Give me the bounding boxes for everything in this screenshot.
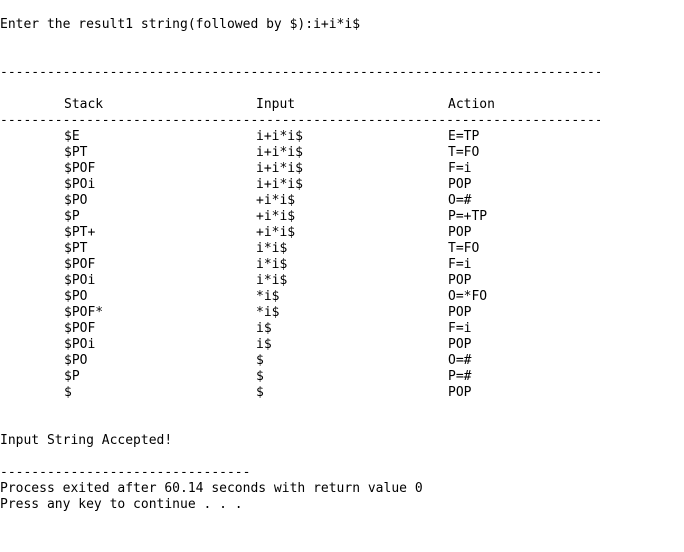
row-action: POP <box>448 273 472 288</box>
table-row: $POi i*i$ POP <box>0 273 684 289</box>
row-action: T=FO <box>448 145 480 160</box>
row-action: O=*FO <box>448 289 488 304</box>
row-input: *i$ <box>256 289 280 304</box>
table-row: $POF i+i*i$ F=i <box>0 161 684 177</box>
row-input: +i*i$ <box>256 193 296 208</box>
row-stack: $P <box>64 369 80 384</box>
row-action: F=i <box>448 161 472 176</box>
header-action: Action <box>448 97 495 112</box>
row-stack: $POF <box>64 321 96 336</box>
row-input: +i*i$ <box>256 225 296 240</box>
row-stack: $POi <box>64 273 96 288</box>
row-input: i+i*i$ <box>256 145 303 160</box>
row-input: +i*i$ <box>256 209 296 224</box>
table-row: $POi i$ POP <box>0 337 684 353</box>
row-stack: $P <box>64 209 80 224</box>
row-action: O=# <box>448 353 472 368</box>
row-stack: $POF <box>64 161 96 176</box>
row-stack: $ <box>64 385 72 400</box>
row-stack: $PO <box>64 289 88 304</box>
row-input: i*i$ <box>256 257 288 272</box>
row-action: P=# <box>448 369 472 384</box>
table-row: $P $ P=# <box>0 369 684 385</box>
row-input: i$ <box>256 337 272 352</box>
row-stack: $PO <box>64 193 88 208</box>
row-input: i+i*i$ <box>256 177 303 192</box>
table-row: $P +i*i$ P=+TP <box>0 209 684 225</box>
separator-top: ----------------------------------------… <box>0 65 600 80</box>
row-stack: $E <box>64 129 80 144</box>
row-stack: $POi <box>64 337 96 352</box>
row-input: $ <box>256 385 264 400</box>
row-stack: $POF <box>64 257 96 272</box>
row-stack: $PO <box>64 353 88 368</box>
row-input: i$ <box>256 321 272 336</box>
table-row: $PT i*i$ T=FO <box>0 241 684 257</box>
row-input: i+i*i$ <box>256 129 303 144</box>
row-action: F=i <box>448 321 472 336</box>
row-input: i*i$ <box>256 241 288 256</box>
row-stack: $POF* <box>64 305 104 320</box>
separator-header: ----------------------------------------… <box>0 113 600 128</box>
table-row: $PT+ +i*i$ POP <box>0 225 684 241</box>
table-row: $PT i+i*i$ T=FO <box>0 145 684 161</box>
table-row: $PO *i$ O=*FO <box>0 289 684 305</box>
row-action: O=# <box>448 193 472 208</box>
table-row: $POF i*i$ F=i <box>0 257 684 273</box>
row-action: F=i <box>448 257 472 272</box>
prompt-line: Enter the result1 string(followed by $):… <box>0 17 361 32</box>
row-action: POP <box>448 305 472 320</box>
row-input: $ <box>256 353 264 368</box>
row-action: POP <box>448 177 472 192</box>
row-action: POP <box>448 337 472 352</box>
header-input: Input <box>256 97 296 112</box>
separator-bottom: -------------------------------- <box>0 465 251 480</box>
row-action: P=+TP <box>448 209 488 224</box>
table-row: $POi i+i*i$ POP <box>0 177 684 193</box>
row-action: POP <box>448 225 472 240</box>
table-row: $PO $ O=# <box>0 353 684 369</box>
row-input: $ <box>256 369 264 384</box>
row-action: E=TP <box>448 129 480 144</box>
table-row: $PO +i*i$ O=# <box>0 193 684 209</box>
continue-prompt-line: Press any key to continue . . . <box>0 497 243 512</box>
row-action: T=FO <box>448 241 480 256</box>
row-stack: $POi <box>64 177 96 192</box>
table-header: Stack Input Action <box>0 97 684 113</box>
header-stack: Stack <box>64 97 104 112</box>
process-exit-line: Process exited after 60.14 seconds with … <box>0 481 423 496</box>
table-row: $ $ POP <box>0 385 684 401</box>
row-input: *i$ <box>256 305 280 320</box>
table-row: $POF i$ F=i <box>0 321 684 337</box>
row-action: POP <box>448 385 472 400</box>
table-row: $POF* *i$ POP <box>0 305 684 321</box>
row-stack: $PT <box>64 241 88 256</box>
row-stack: $PT+ <box>64 225 96 240</box>
table-row: $E i+i*i$ E=TP <box>0 129 684 145</box>
row-input: i*i$ <box>256 273 288 288</box>
row-input: i+i*i$ <box>256 161 303 176</box>
result-line: Input String Accepted! <box>0 433 173 448</box>
row-stack: $PT <box>64 145 88 160</box>
